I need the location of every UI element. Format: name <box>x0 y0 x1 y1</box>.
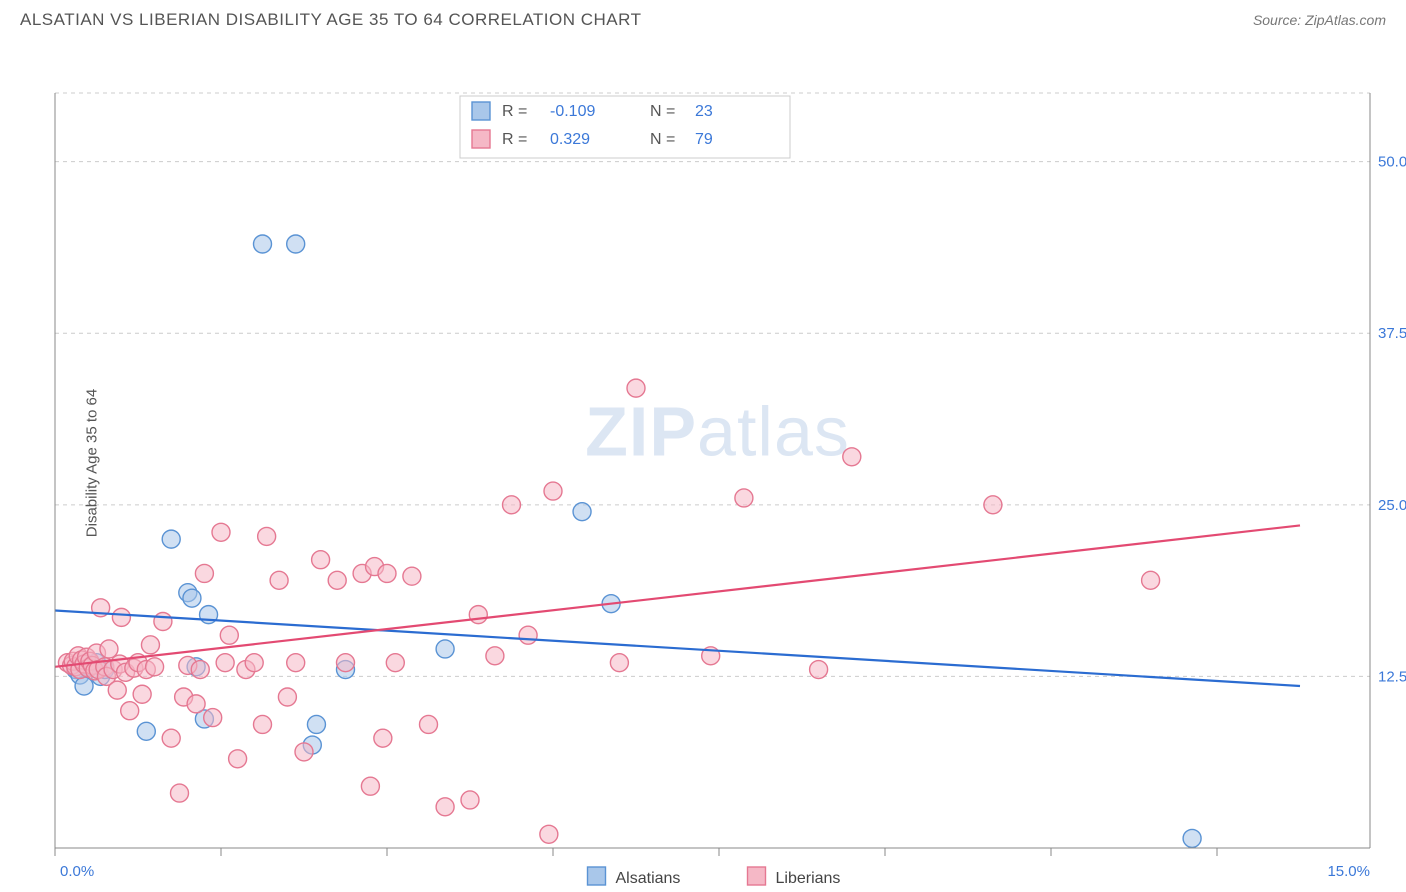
data-point <box>258 527 276 545</box>
data-point <box>295 743 313 761</box>
source-label: Source: <box>1253 12 1301 28</box>
data-point <box>378 564 396 582</box>
x-tick-label: 15.0% <box>1327 863 1370 880</box>
data-point <box>191 661 209 679</box>
source-attribution: Source: ZipAtlas.com <box>1253 12 1386 28</box>
data-point <box>337 654 355 672</box>
legend-r-value: -0.109 <box>550 103 595 120</box>
data-point <box>187 695 205 713</box>
scatter-chart: ZIPatlas 0.0% 15.0% 12.5% 25.0% 37.5% 50.0% R =… <box>0 38 1406 888</box>
data-point <box>436 640 454 658</box>
data-point <box>254 235 272 253</box>
data-point <box>540 825 558 843</box>
data-point <box>403 567 421 585</box>
data-point <box>137 722 155 740</box>
chart-header: ALSATIAN VS LIBERIAN DISABILITY AGE 35 T… <box>0 0 1406 38</box>
legend-swatch <box>472 102 490 120</box>
data-point <box>544 482 562 500</box>
data-point <box>1183 829 1201 847</box>
data-point <box>112 608 130 626</box>
data-point <box>100 640 118 658</box>
legend-r-value: 0.329 <box>550 131 590 148</box>
data-point <box>141 636 159 654</box>
data-point <box>146 658 164 676</box>
data-point <box>75 677 93 695</box>
data-point <box>627 379 645 397</box>
data-point <box>121 702 139 720</box>
data-point <box>287 235 305 253</box>
trend-line <box>55 525 1300 666</box>
watermark: ZIPatlas <box>585 393 850 471</box>
y-tick-label: 25.0% <box>1378 497 1406 514</box>
data-point <box>216 654 234 672</box>
data-point <box>436 798 454 816</box>
chart-title: ALSATIAN VS LIBERIAN DISABILITY AGE 35 T… <box>20 10 641 30</box>
legend-series-name: Alsatians <box>616 870 681 887</box>
data-point <box>108 681 126 699</box>
data-point <box>735 489 753 507</box>
data-point <box>287 654 305 672</box>
data-point <box>573 503 591 521</box>
legend-swatch <box>748 867 766 885</box>
y-tick-label: 37.5% <box>1378 325 1406 342</box>
data-point <box>312 551 330 569</box>
data-point <box>212 523 230 541</box>
data-point <box>162 729 180 747</box>
chart-container: Disability Age 35 to 64 ZIPatlas 0.0% 15.0… <box>0 38 1406 888</box>
data-point <box>195 564 213 582</box>
data-point <box>469 606 487 624</box>
legend-swatch <box>472 130 490 148</box>
data-point <box>270 571 288 589</box>
data-point <box>328 571 346 589</box>
data-point <box>154 613 172 631</box>
data-point <box>307 715 325 733</box>
data-point <box>229 750 247 768</box>
data-point <box>519 626 537 644</box>
legend-series-name: Liberians <box>776 870 841 887</box>
data-point <box>133 685 151 703</box>
data-point <box>361 777 379 795</box>
legend-n-value: 79 <box>695 131 713 148</box>
data-point <box>245 654 263 672</box>
data-point <box>843 448 861 466</box>
y-axis-label: Disability Age 35 to 64 <box>84 389 101 537</box>
data-point <box>162 530 180 548</box>
legend-n-label: N = <box>650 103 675 120</box>
data-point <box>183 589 201 607</box>
legend-r-label: R = <box>502 131 527 148</box>
data-point <box>1142 571 1160 589</box>
y-tick-label: 12.5% <box>1378 668 1406 685</box>
data-point <box>220 626 238 644</box>
legend-n-value: 23 <box>695 103 713 120</box>
data-point <box>503 496 521 514</box>
data-point <box>486 647 504 665</box>
data-point <box>204 709 222 727</box>
data-point <box>420 715 438 733</box>
source-name: ZipAtlas.com <box>1305 12 1386 28</box>
legend-r-label: R = <box>502 103 527 120</box>
data-point <box>610 654 628 672</box>
data-point <box>984 496 1002 514</box>
data-point <box>810 661 828 679</box>
data-point <box>461 791 479 809</box>
legend-swatch <box>588 867 606 885</box>
y-tick-label: 50.0% <box>1378 154 1406 171</box>
legend-n-label: N = <box>650 131 675 148</box>
data-point <box>254 715 272 733</box>
data-point <box>386 654 404 672</box>
data-point <box>171 784 189 802</box>
x-tick-label: 0.0% <box>60 863 94 880</box>
data-point <box>278 688 296 706</box>
data-point <box>374 729 392 747</box>
